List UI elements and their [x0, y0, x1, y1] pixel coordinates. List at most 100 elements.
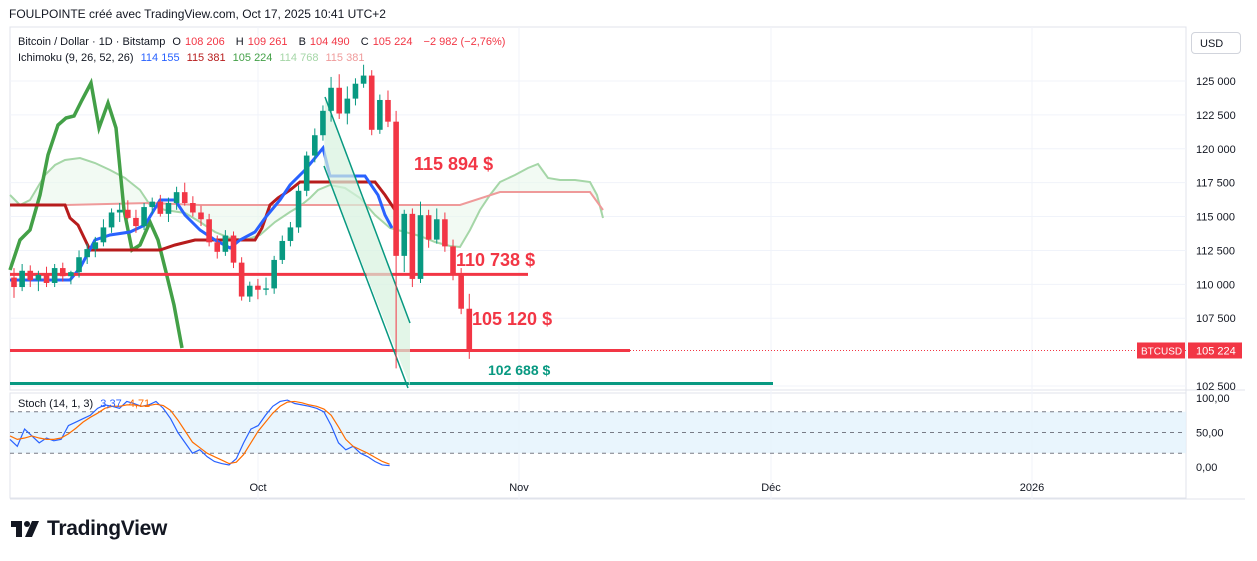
candle-body: [125, 209, 131, 218]
price-tick-label: 117 500: [1196, 178, 1235, 190]
symbol-legend: Bitcoin / Dollar · 1D · Bitstamp O 108 20…: [18, 36, 509, 48]
candle-body: [222, 235, 229, 252]
open-value: O 108 206: [172, 36, 225, 48]
candle-body: [263, 288, 269, 290]
candle-body: [255, 285, 261, 290]
candle-body: [206, 219, 212, 243]
candle-body: [303, 155, 310, 191]
symbol-tag: [1137, 342, 1185, 359]
candle-body: [76, 257, 82, 273]
candle-body: [246, 285, 253, 297]
candle-body: [442, 219, 448, 247]
candle-body: [433, 219, 440, 240]
candle-body: [295, 190, 302, 228]
ichimoku-chikou: [8, 77, 184, 349]
candle-body: [328, 87, 334, 111]
symbol-name: Bitcoin / Dollar · 1D · Bitstamp: [18, 36, 166, 48]
candle-body: [27, 270, 34, 281]
x-tick-label: Nov: [509, 482, 529, 494]
candle-body: [458, 274, 464, 309]
candle-body: [230, 235, 237, 263]
tradingview-logo-icon: [11, 521, 39, 537]
x-tick-label: 2026: [1020, 482, 1044, 494]
candle-body: [377, 99, 383, 130]
candle-body: [417, 215, 424, 279]
candle-body: [51, 268, 58, 283]
price-tick-label: 125 000: [1196, 76, 1236, 88]
x-tick-label: Oct: [249, 482, 266, 494]
candle-body: [360, 75, 367, 84]
candle-body: [84, 249, 90, 258]
candle-body: [165, 203, 172, 214]
candle-body: [157, 201, 164, 214]
low-value: B 104 490: [298, 36, 350, 48]
price-tick-label: 107 500: [1196, 313, 1236, 325]
candle-body: [100, 227, 107, 243]
candle-body: [352, 83, 359, 99]
candle-body: [320, 110, 326, 136]
candle-body: [425, 215, 432, 240]
candle-body: [287, 227, 294, 241]
stoch-tick-label: 100,00: [1196, 393, 1230, 405]
kijun-value: 115 381: [186, 52, 226, 64]
candle-body: [312, 135, 318, 156]
candle-body: [238, 262, 245, 297]
stoch-d-line: [9, 400, 390, 465]
level-annotation: 115 894 $: [414, 154, 493, 174]
candle-body: [59, 268, 66, 277]
candle-body: [108, 212, 115, 228]
candle-body: [181, 192, 188, 203]
ichimoku-label: Ichimoku (9, 26, 52, 26): [18, 52, 134, 64]
candle-body: [344, 98, 351, 114]
candle-body: [35, 274, 42, 281]
candle-body: [393, 121, 399, 256]
stoch-k-value: 3,37: [100, 398, 122, 410]
stoch-tick-label: 0,00: [1196, 462, 1217, 474]
candle-body: [133, 217, 139, 227]
candle-body: [198, 212, 204, 220]
close-value: C 105 224: [360, 36, 413, 48]
price-tick-label: 112 500: [1196, 245, 1235, 257]
candle-body: [19, 270, 25, 288]
stoch-d-value: 4,71: [128, 398, 151, 410]
span-b-value: 115 381: [325, 52, 365, 64]
price-tag-label: 105 224: [1196, 345, 1236, 357]
candle-body: [43, 274, 50, 283]
ichimoku-cloud: [10, 158, 603, 247]
level-annotation: 102 688 $: [488, 362, 550, 378]
candle-body: [149, 201, 156, 208]
tradingview-logo[interactable]: TradingView: [11, 517, 167, 541]
stoch-label: Stoch (14, 1, 3): [18, 398, 94, 410]
candle-body: [385, 99, 391, 122]
candle-body: [368, 75, 375, 130]
candle-body: [141, 207, 147, 227]
currency-button[interactable]: USD: [1191, 32, 1241, 54]
candle-body: [116, 209, 123, 213]
level-annotation: 110 738 $: [456, 250, 535, 270]
price-tick-label: 120 000: [1196, 144, 1236, 156]
trend-channel-fill: [324, 97, 410, 386]
candle-body: [190, 203, 196, 213]
span-a-value: 114 768: [279, 52, 319, 64]
price-tick-label: 102 500: [1196, 381, 1236, 393]
price-tick-label: 115 000: [1196, 212, 1235, 224]
symbol-tag-label: BTCUSD: [1141, 346, 1182, 357]
ichimoku-legend: Ichimoku (9, 26, 52, 26) 114 155 115 381…: [18, 52, 368, 64]
stoch-legend: Stoch (14, 1, 3) 3,37 4,71: [18, 398, 154, 410]
price-tag: [1188, 342, 1242, 359]
candle-body: [466, 308, 473, 350]
change-value: −2 982 (−2,76%): [423, 36, 506, 48]
candle-body: [11, 277, 17, 288]
candle-body: [401, 213, 408, 256]
chikou-value: 105 224: [232, 52, 273, 64]
candle-body: [279, 240, 286, 260]
candle-body: [409, 213, 416, 279]
level-annotation: 105 120 $: [472, 309, 552, 329]
brand-name: TradingView: [47, 517, 168, 540]
ichimoku-span-a: [9, 156, 604, 249]
trend-channel-lower: [323, 165, 409, 389]
x-tick-label: Déc: [761, 482, 781, 494]
tenkan-value: 114 155: [140, 52, 180, 64]
stoch-k-line: [9, 399, 390, 467]
